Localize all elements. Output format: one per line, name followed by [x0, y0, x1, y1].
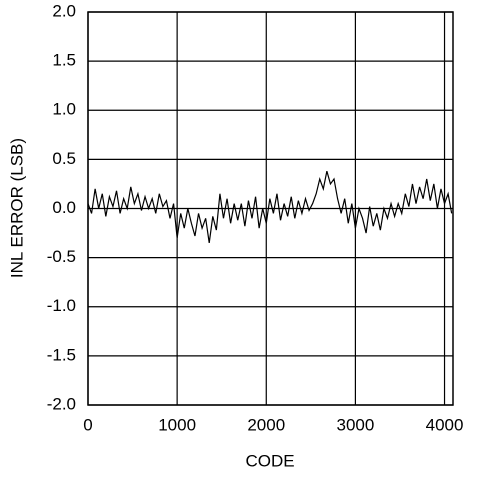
y-tick-label: 0.5 [52, 149, 76, 168]
y-tick-label: 2.0 [52, 1, 76, 20]
y-tick-label: 0.0 [52, 198, 76, 217]
plot-frame [87, 11, 454, 406]
x-tick-label: 3000 [336, 415, 374, 434]
y-tick-label: -1.5 [47, 345, 76, 364]
x-tick-label: 2000 [247, 415, 285, 434]
y-tick-label: 1.0 [52, 100, 76, 119]
data-line [87, 171, 453, 243]
x-tick-label: 1000 [158, 415, 196, 434]
y-tick-label: -0.5 [47, 247, 76, 266]
y-axis-label: INL ERROR (LSB) [7, 138, 26, 278]
x-axis-label: CODE [245, 451, 294, 470]
y-tick-label: -2.0 [47, 394, 76, 413]
y-tick-label: 1.5 [52, 51, 76, 70]
y-tick-label: -1.0 [47, 296, 76, 315]
x-tick-label: 4000 [426, 415, 464, 434]
x-tick-label: 0 [83, 415, 92, 434]
